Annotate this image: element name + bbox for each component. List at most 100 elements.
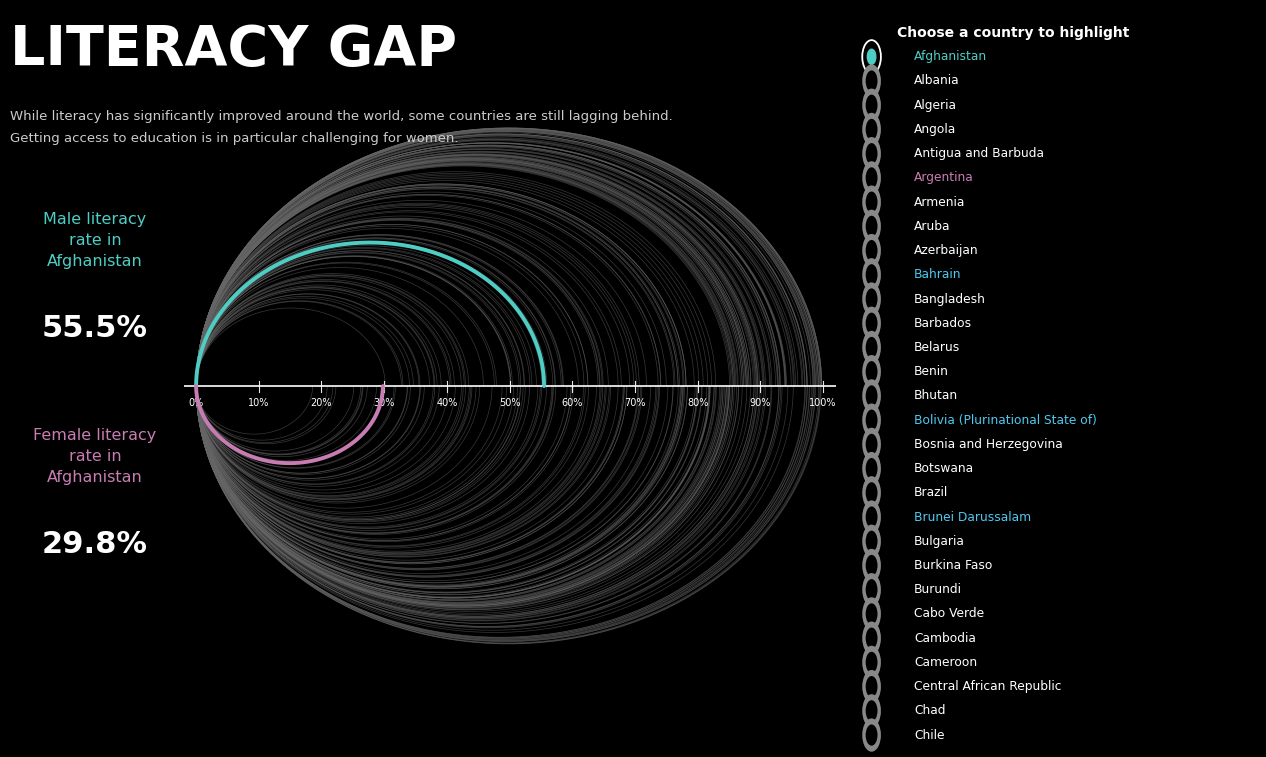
Circle shape xyxy=(862,234,881,267)
Circle shape xyxy=(862,307,881,340)
Text: 80%: 80% xyxy=(687,398,708,408)
Text: Choose a country to highlight: Choose a country to highlight xyxy=(898,26,1129,40)
Circle shape xyxy=(866,216,877,237)
Circle shape xyxy=(866,119,877,140)
Text: Getting access to education is in particular challenging for women.: Getting access to education is in partic… xyxy=(10,132,458,145)
Circle shape xyxy=(862,525,881,558)
Circle shape xyxy=(862,185,881,219)
Circle shape xyxy=(862,113,881,146)
Circle shape xyxy=(867,49,876,64)
Circle shape xyxy=(866,143,877,164)
Text: Bolivia (Plurinational State of): Bolivia (Plurinational State of) xyxy=(914,413,1096,427)
Circle shape xyxy=(866,410,877,431)
Circle shape xyxy=(862,476,881,509)
Circle shape xyxy=(866,288,877,310)
Text: Armenia: Armenia xyxy=(914,195,966,209)
Circle shape xyxy=(862,500,881,534)
Text: 29.8%: 29.8% xyxy=(42,530,148,559)
Text: Aruba: Aruba xyxy=(914,220,951,233)
Text: Algeria: Algeria xyxy=(914,98,957,112)
Circle shape xyxy=(866,313,877,334)
Circle shape xyxy=(866,70,877,92)
Text: 30%: 30% xyxy=(373,398,395,408)
Circle shape xyxy=(866,531,877,552)
Circle shape xyxy=(866,652,877,673)
Circle shape xyxy=(862,621,881,655)
Circle shape xyxy=(866,676,877,697)
Circle shape xyxy=(862,210,881,243)
Text: Male literacy
rate in
Afghanistan: Male literacy rate in Afghanistan xyxy=(43,212,147,269)
Text: LITERACY GAP: LITERACY GAP xyxy=(10,23,457,76)
Circle shape xyxy=(862,161,881,195)
Circle shape xyxy=(862,718,881,752)
Text: Azerbaijan: Azerbaijan xyxy=(914,244,979,257)
Circle shape xyxy=(866,700,877,721)
Text: Bangladesh: Bangladesh xyxy=(914,292,986,306)
Circle shape xyxy=(862,282,881,316)
Text: Albania: Albania xyxy=(914,74,960,88)
Text: Female literacy
rate in
Afghanistan: Female literacy rate in Afghanistan xyxy=(33,428,157,484)
Text: Burkina Faso: Burkina Faso xyxy=(914,559,993,572)
Text: Bahrain: Bahrain xyxy=(914,268,961,282)
Circle shape xyxy=(866,579,877,600)
Circle shape xyxy=(866,264,877,285)
Circle shape xyxy=(862,428,881,461)
Circle shape xyxy=(862,670,881,703)
Text: Belarus: Belarus xyxy=(914,341,960,354)
Text: Chad: Chad xyxy=(914,704,946,718)
Circle shape xyxy=(866,240,877,261)
Circle shape xyxy=(866,361,877,382)
Text: 60%: 60% xyxy=(562,398,582,408)
Circle shape xyxy=(866,555,877,576)
Text: Chile: Chile xyxy=(914,728,944,742)
Text: Botswana: Botswana xyxy=(914,462,974,475)
Text: While literacy has significantly improved around the world, some countries are s: While literacy has significantly improve… xyxy=(10,110,672,123)
Circle shape xyxy=(866,192,877,213)
Text: Burundi: Burundi xyxy=(914,583,962,597)
Circle shape xyxy=(862,694,881,727)
Circle shape xyxy=(862,452,881,485)
Circle shape xyxy=(866,506,877,528)
Text: Central African Republic: Central African Republic xyxy=(914,680,1061,693)
Text: Brazil: Brazil xyxy=(914,486,948,500)
Text: Antigua and Barbuda: Antigua and Barbuda xyxy=(914,147,1044,160)
Text: 90%: 90% xyxy=(749,398,771,408)
Circle shape xyxy=(862,597,881,631)
Circle shape xyxy=(862,379,881,413)
Text: 0%: 0% xyxy=(189,398,204,408)
Circle shape xyxy=(862,403,881,437)
Circle shape xyxy=(866,482,877,503)
Circle shape xyxy=(866,385,877,407)
Text: Cambodia: Cambodia xyxy=(914,631,976,645)
Text: 40%: 40% xyxy=(437,398,457,408)
Circle shape xyxy=(862,331,881,364)
Text: 100%: 100% xyxy=(809,398,837,408)
Circle shape xyxy=(862,258,881,291)
Circle shape xyxy=(866,458,877,479)
Circle shape xyxy=(866,434,877,455)
Circle shape xyxy=(862,549,881,582)
Text: Brunei Darussalam: Brunei Darussalam xyxy=(914,510,1031,524)
Circle shape xyxy=(866,337,877,358)
Circle shape xyxy=(866,95,877,116)
Text: Afghanistan: Afghanistan xyxy=(914,50,987,64)
Circle shape xyxy=(866,628,877,649)
Text: 10%: 10% xyxy=(248,398,270,408)
Circle shape xyxy=(862,89,881,122)
Text: Cameroon: Cameroon xyxy=(914,656,977,669)
Circle shape xyxy=(862,355,881,388)
Circle shape xyxy=(862,137,881,170)
Text: Bhutan: Bhutan xyxy=(914,389,958,403)
Circle shape xyxy=(866,603,877,625)
Text: 55.5%: 55.5% xyxy=(42,314,148,343)
Text: Argentina: Argentina xyxy=(914,171,974,185)
Text: 20%: 20% xyxy=(310,398,332,408)
Text: Angola: Angola xyxy=(914,123,956,136)
Text: Cabo Verde: Cabo Verde xyxy=(914,607,984,621)
Text: Bulgaria: Bulgaria xyxy=(914,534,965,548)
Circle shape xyxy=(866,167,877,188)
Circle shape xyxy=(866,724,877,746)
Circle shape xyxy=(862,646,881,679)
Circle shape xyxy=(862,64,881,98)
Text: Bosnia and Herzegovina: Bosnia and Herzegovina xyxy=(914,438,1062,451)
